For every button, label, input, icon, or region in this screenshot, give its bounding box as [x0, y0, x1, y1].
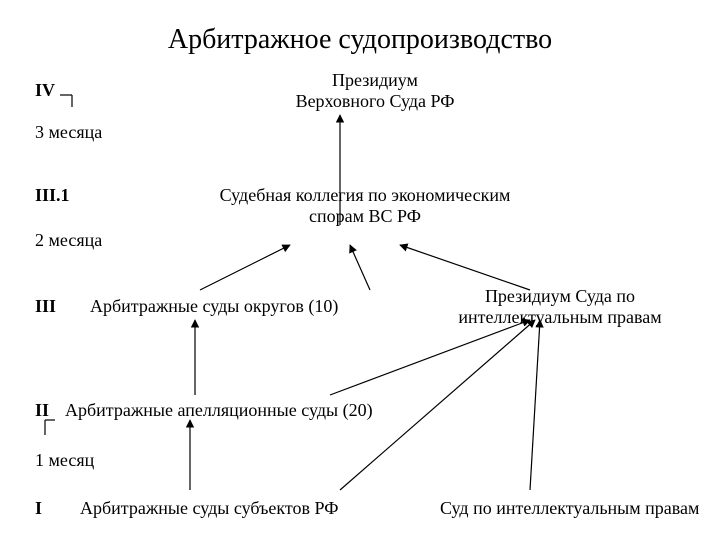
level-iv: IV — [35, 80, 55, 101]
node-ip-presidium-line1: Президиум Суда по — [485, 286, 635, 306]
period-three-months: 3 месяца — [35, 122, 102, 143]
level-ii: II — [35, 400, 49, 421]
node-judicial-board-line1: Судебная коллегия по экономическим — [220, 185, 511, 205]
period-one-month: 1 месяц — [35, 450, 94, 471]
node-presidium-line1: Президиум — [332, 70, 418, 90]
level-iii: III — [35, 296, 56, 317]
level-iii1: III.1 — [35, 185, 70, 206]
diagram-title: Арбитражное судопроизводство — [0, 24, 720, 56]
node-presidium-supreme: Президиум Верховного Суда РФ — [250, 70, 500, 112]
node-ip-presidium-line2: интеллектуальным правам — [458, 307, 661, 327]
node-subject-courts: Арбитражные суды субъектов РФ — [80, 498, 338, 519]
node-judicial-board-line2: спорам ВС РФ — [309, 206, 421, 226]
node-ip-court: Суд по интеллектуальным правам — [440, 498, 699, 519]
node-district-courts: Арбитражные суды округов (10) — [90, 296, 338, 317]
node-appeal-courts: Арбитражные апелляционные суды (20) — [65, 400, 373, 421]
node-ip-presidium: Президиум Суда по интеллектуальным права… — [440, 286, 680, 328]
period-two-months: 2 месяца — [35, 230, 102, 251]
node-judicial-board: Судебная коллегия по экономическим спора… — [190, 185, 540, 227]
level-i: I — [35, 498, 42, 519]
node-presidium-line2: Верховного Суда РФ — [296, 91, 455, 111]
